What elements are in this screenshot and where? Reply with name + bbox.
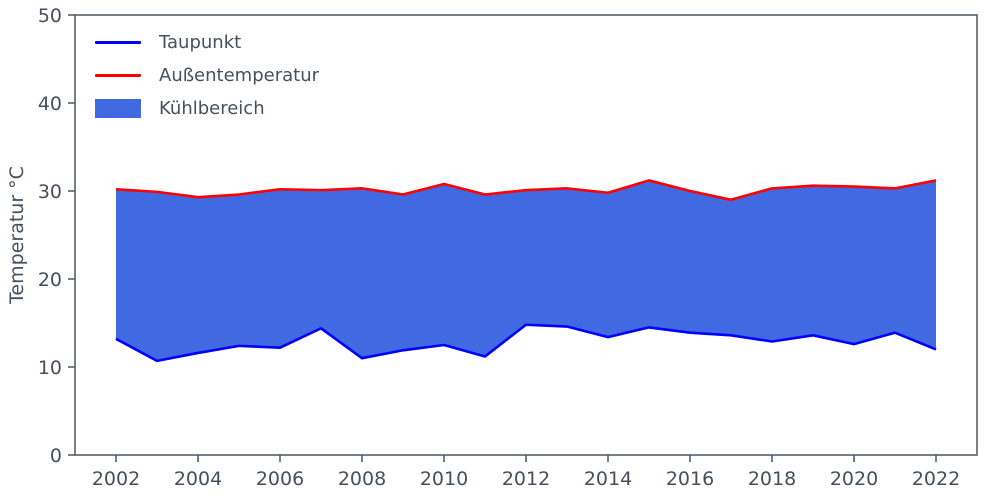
x-tick-label: 2002 [92, 468, 140, 490]
legend-label-kuehlbereich: Kühlbereich [159, 98, 265, 119]
taupunkt-line-swatch [95, 41, 141, 44]
legend-item-aussentemperatur: Außentemperatur [95, 65, 319, 86]
kuehlbereich-patch-swatch [95, 99, 141, 118]
legend-item-taupunkt: Taupunkt [95, 32, 319, 53]
x-tick-label: 2012 [502, 468, 550, 490]
legend-item-kuehlbereich: Kühlbereich [95, 98, 319, 119]
y-axis-label: Temperatur °C [6, 166, 28, 304]
aussentemperatur-line-swatch [95, 74, 141, 77]
legend: Taupunkt Außentemperatur Kühlbereich [95, 32, 319, 119]
x-tick-label: 2022 [912, 468, 960, 490]
x-tick-label: 2010 [420, 468, 468, 490]
x-tick-label: 2008 [338, 468, 386, 490]
taupunkt-line [115, 323, 937, 363]
y-tick-label: 20 [38, 269, 62, 291]
y-tick-label: 30 [38, 181, 62, 203]
x-tick-label: 2014 [584, 468, 632, 490]
legend-label-taupunkt: Taupunkt [159, 32, 242, 53]
y-tick-label: 50 [38, 5, 62, 27]
aussentemperatur-line [115, 179, 937, 202]
y-tick-label: 0 [50, 445, 62, 467]
x-tick-label: 2018 [748, 468, 796, 490]
x-tick-label: 2004 [174, 468, 222, 490]
y-tick-label: 40 [38, 93, 62, 115]
x-tick-label: 2016 [666, 468, 714, 490]
legend-label-aussentemperatur: Außentemperatur [159, 65, 320, 86]
y-tick-label: 10 [38, 357, 62, 379]
x-tick-label: 2006 [256, 468, 304, 490]
x-tick-label: 2020 [830, 468, 878, 490]
fill-area [116, 180, 936, 361]
